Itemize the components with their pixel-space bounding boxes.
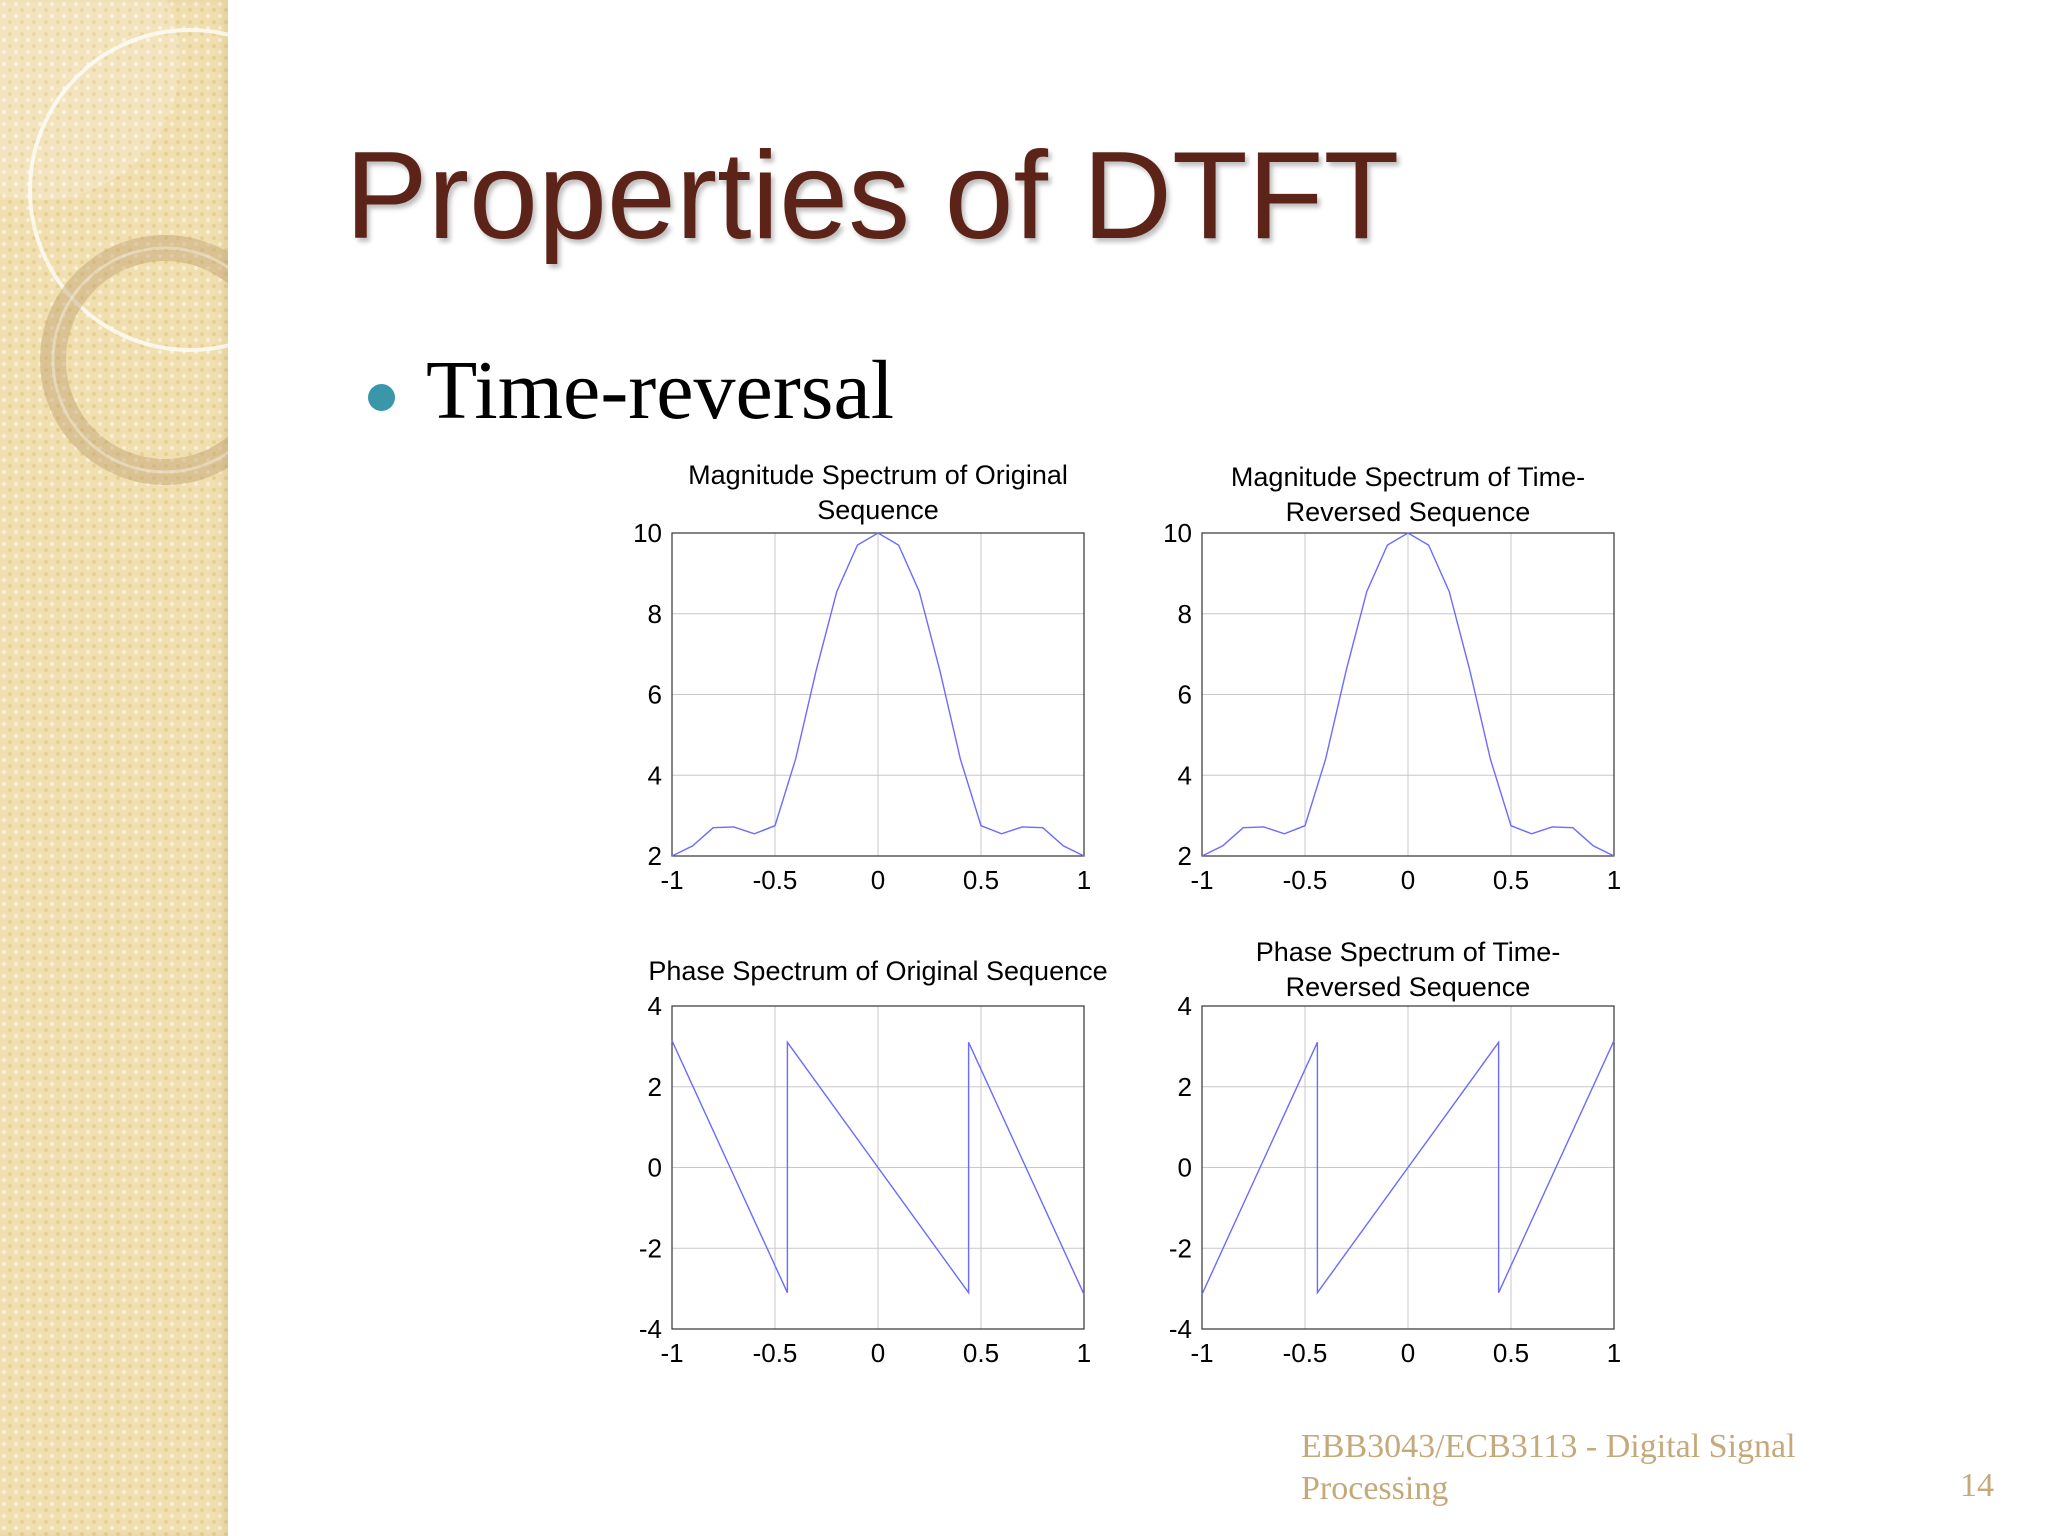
series-line (1201, 532, 1615, 857)
y-tick-label: 0 (1178, 1153, 1192, 1183)
chart-title: Phase Spectrum of Original Sequence (648, 956, 1107, 986)
series-line (671, 532, 1085, 857)
y-tick-label: 10 (1163, 518, 1192, 548)
bullet-icon (368, 384, 395, 411)
x-tick-label: -1 (1190, 865, 1213, 895)
x-tick-label: -1 (1190, 1338, 1213, 1368)
y-tick-label: -4 (639, 1314, 662, 1344)
y-tick-label: 4 (1178, 760, 1192, 790)
x-tick-label: 0.5 (1493, 865, 1529, 895)
series-line (1201, 1040, 1615, 1295)
y-tick-label: -2 (1169, 1233, 1192, 1263)
chart-phase-time-reversed: -1 -0.5 0 0.5 1 -4 -2 0 2 4 Phase Spectrum of Time… (1169, 937, 1621, 1368)
plot-frame (671, 1005, 1085, 1330)
x-tick-label: 0 (871, 865, 885, 895)
x-tick-label: -0.5 (753, 865, 798, 895)
x-tick-label: 1 (1077, 865, 1091, 895)
x-tick-label: -0.5 (1283, 1338, 1328, 1368)
x-tick-label: -0.5 (1283, 865, 1328, 895)
y-tick-label: 4 (648, 760, 662, 790)
y-tick-label: 2 (648, 841, 662, 871)
page-number: 14 (1960, 1467, 1994, 1504)
chart-phase-original: -1 -0.5 0 0.5 1 -4 -2 0 2 4 Phase Spectrum of Orig… (639, 956, 1108, 1368)
y-tick-label: 2 (1178, 841, 1192, 871)
bullet-text: Time-reversal (426, 344, 895, 437)
plot-frame (1201, 1005, 1615, 1330)
x-tick-label: 1 (1607, 1338, 1621, 1368)
series-line (671, 1040, 1085, 1295)
footer-course: EBB3043/ECB3113 - Digital Signal Process… (1301, 1428, 1796, 1507)
y-tick-label: 8 (648, 599, 662, 629)
y-tick-label: 2 (1178, 1072, 1192, 1102)
x-tick-label: 0 (1401, 1338, 1415, 1368)
y-tick-label: -4 (1169, 1314, 1192, 1344)
x-tick-label: 0.5 (963, 1338, 999, 1368)
x-tick-label: 0 (1401, 865, 1415, 895)
chart-magnitude-original: -1 -0.5 0 0.5 1 2 4 6 8 10 Magnitude Spectrum of O… (633, 460, 1091, 895)
decorative-sidebar (0, 0, 228, 1536)
chart-title: Magnitude Spectrum of Original (688, 460, 1068, 490)
y-tick-label: 4 (648, 991, 662, 1021)
x-tick-label: 0.5 (1493, 1338, 1529, 1368)
x-tick-label: 1 (1077, 1338, 1091, 1368)
chart-title: Reversed Sequence (1286, 497, 1531, 527)
chart-title: Reversed Sequence (1286, 972, 1531, 1002)
x-tick-label: 0.5 (963, 865, 999, 895)
chart-magnitude-time-reversed: -1 -0.5 0 0.5 1 2 4 6 8 10 Magnitude Spectrum of T… (1163, 462, 1621, 895)
slide-title: Properties of DTFT (345, 127, 1400, 265)
x-tick-label: -0.5 (753, 1338, 798, 1368)
x-tick-label: -1 (660, 865, 683, 895)
x-tick-label: 0 (871, 1338, 885, 1368)
y-tick-label: 2 (648, 1072, 662, 1102)
chart-title: Sequence (817, 495, 939, 525)
chart-title: Magnitude Spectrum of Time- (1231, 462, 1585, 492)
x-tick-label: -1 (660, 1338, 683, 1368)
y-tick-label: 6 (1178, 680, 1192, 710)
chart-title: Phase Spectrum of Time- (1256, 937, 1561, 967)
y-tick-label: 8 (1178, 599, 1192, 629)
y-tick-label: 0 (648, 1153, 662, 1183)
y-tick-label: -2 (639, 1233, 662, 1263)
decorative-rings (0, 0, 228, 485)
y-tick-label: 10 (633, 518, 662, 548)
x-tick-label: 1 (1607, 865, 1621, 895)
y-tick-label: 6 (648, 680, 662, 710)
y-tick-label: 4 (1178, 991, 1192, 1021)
